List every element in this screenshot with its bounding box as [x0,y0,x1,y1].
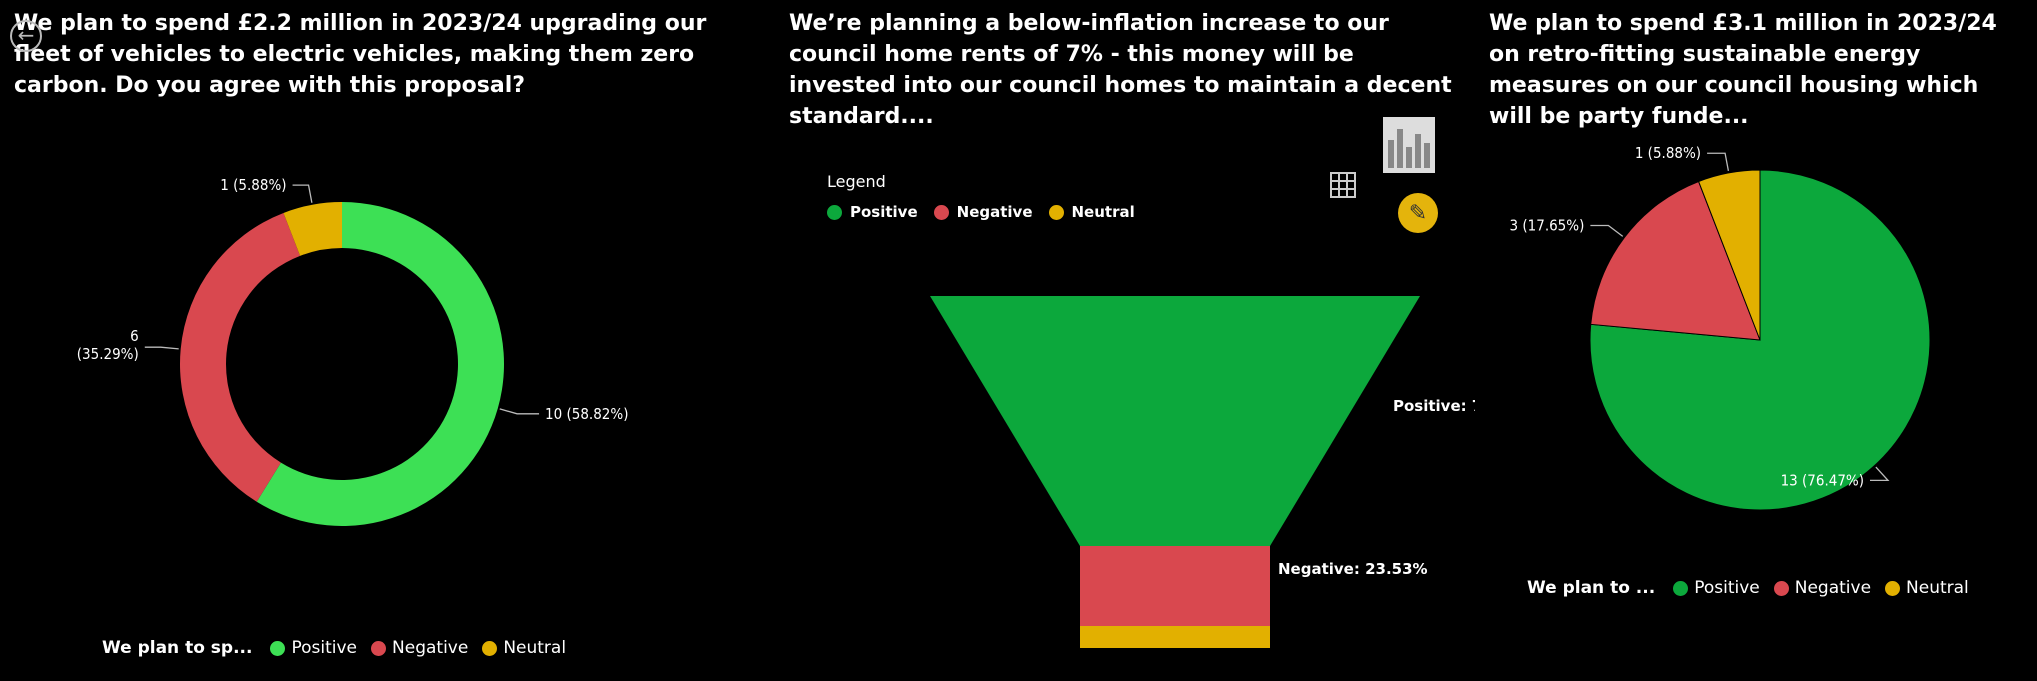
legend-label: Negative [1794,578,1872,598]
legend-dot-positive [1673,580,1689,596]
legend-label: Negative [956,203,1033,221]
data-label: 3 (17.65%) [1510,216,1585,234]
data-label: (35.29%) [77,345,139,363]
legend-item-neutral[interactable]: Neutral [1048,203,1135,221]
chart-legend: We plan to sp... Positive Negative Neutr… [102,638,566,658]
pie-chart-panel: We plan to spend £3.1 million in 2023/24… [1475,0,2037,681]
legend-item-negative[interactable]: Negative [933,203,1033,221]
funnel-chart: Positive: 70.59% Negative: 23.53% [930,296,1475,648]
legend-dot-negative [371,640,387,656]
data-label: 13 (76.47%) [1781,471,1864,489]
legend-item-negative[interactable]: Negative [1773,578,1872,598]
legend-dot-negative [933,204,949,220]
legend-item-neutral[interactable]: Neutral [1885,578,1969,598]
pie-chart: 13 (76.47%) 3 (17.65%) 1 (5.88%) [1510,144,1931,511]
legend-item-positive[interactable]: Positive [827,203,918,221]
funnel-stage-neutral[interactable] [1080,626,1270,648]
funnel-label: Positive: 70.59% [1393,397,1475,415]
legend-item-negative[interactable]: Negative [371,638,468,658]
legend-dot-positive [270,640,286,656]
funnel-chart-panel: We’re planning a below-inflation increas… [775,0,1475,681]
leader-line [292,184,313,203]
legend-dot-positive [827,204,842,220]
chart-title: We’re planning a below-inflation increas… [789,11,1452,129]
leader-line [499,408,540,415]
leader-line [1707,152,1730,172]
funnel-label: Negative: 23.53% [1278,560,1428,578]
leader-line [144,346,179,350]
legend-label: Neutral [1071,203,1135,221]
chart-title: We plan to spend £3.1 million in 2023/24… [1489,11,1997,129]
legend-label: Neutral [503,638,567,658]
data-label: 6 [130,327,139,345]
legend-label: Positive [850,203,918,221]
donut-slice-positive[interactable] [256,202,504,526]
chart-legend: We plan to ... Positive Negative Neutral [1527,578,1969,598]
legend-item-positive[interactable]: Positive [1673,578,1760,598]
back-arrow-icon[interactable]: ← [10,20,42,52]
data-label: 1 (5.88%) [220,176,286,194]
funnel-stage-positive[interactable] [930,296,1420,546]
legend-label: Neutral [1906,578,1969,598]
donut-chart-panel: We plan to spend £2.2 million in 2023/24… [0,0,775,681]
donut-chart: 10 (58.82%) 6(35.29%) 1 (5.88%) [77,176,628,526]
data-label: 1 (5.88%) [1635,144,1701,162]
legend-title: We plan to ... [1527,578,1656,598]
data-label: 10 (58.82%) [545,405,628,423]
legend-dot-neutral [1048,204,1064,220]
pie-slice-negative[interactable] [1590,180,1761,341]
leader-line [1870,466,1890,482]
legend-item-positive[interactable]: Positive [270,638,357,658]
chart-title: We plan to spend £2.2 million in 2023/24… [14,11,707,98]
chart-legend: Legend Positive Negative Neutral [827,172,1135,221]
legend-dot-neutral [482,640,498,656]
pie-slice-neutral[interactable] [1697,169,1761,341]
legend-title: Legend [827,172,886,191]
donut-slice-negative[interactable] [180,212,301,502]
donut-slice-neutral[interactable] [283,202,342,256]
legend-dot-neutral [1885,580,1901,596]
legend-title: We plan to sp... [102,638,253,658]
legend-label: Positive [1694,578,1760,598]
funnel-stage-negative[interactable] [1080,546,1270,626]
leader-line [1590,224,1624,237]
legend-label: Positive [291,638,358,658]
legend-item-neutral[interactable]: Neutral [482,638,566,658]
table-view-icon[interactable] [1330,172,1356,198]
legend-dot-negative [1773,580,1789,596]
visual-thumbnail-icon[interactable] [1383,117,1435,173]
legend-label: Negative [392,638,469,658]
pencil-icon[interactable]: ✎ [1398,193,1438,233]
